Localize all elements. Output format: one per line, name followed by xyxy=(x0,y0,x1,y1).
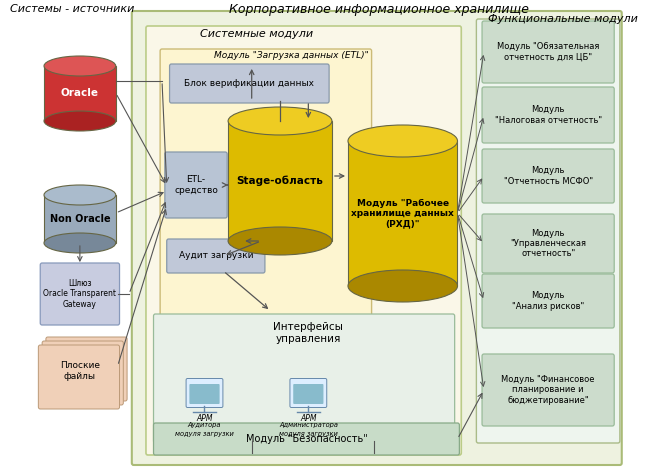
FancyBboxPatch shape xyxy=(160,49,372,318)
FancyBboxPatch shape xyxy=(46,337,127,401)
FancyBboxPatch shape xyxy=(40,263,120,325)
Text: Модуль "Безопасность": Модуль "Безопасность" xyxy=(246,434,367,444)
Polygon shape xyxy=(44,195,116,243)
Polygon shape xyxy=(228,121,332,241)
Text: Модуль "Обязательная
отчетность для ЦБ": Модуль "Обязательная отчетность для ЦБ" xyxy=(497,42,599,62)
FancyBboxPatch shape xyxy=(170,64,329,103)
FancyBboxPatch shape xyxy=(482,354,614,426)
FancyBboxPatch shape xyxy=(146,26,462,455)
Text: Модуль "Рабочее
хранилище данных
(РХД)": Модуль "Рабочее хранилище данных (РХД)" xyxy=(352,199,454,228)
Ellipse shape xyxy=(44,185,116,205)
FancyBboxPatch shape xyxy=(293,384,324,404)
Text: Интерфейсы
управления: Интерфейсы управления xyxy=(274,322,343,344)
Text: ETL-
средство: ETL- средство xyxy=(174,175,218,195)
Text: Модуль
"Отчетность МСФО": Модуль "Отчетность МСФО" xyxy=(504,166,593,186)
FancyBboxPatch shape xyxy=(132,11,622,465)
Text: Модуль
"Налоговая отчетность": Модуль "Налоговая отчетность" xyxy=(495,106,602,125)
Text: Плоские
файлы: Плоские файлы xyxy=(60,361,100,381)
FancyBboxPatch shape xyxy=(482,274,614,328)
Ellipse shape xyxy=(44,56,116,76)
Text: Системы - источники: Системы - источники xyxy=(10,4,135,14)
Text: Аудитора: Аудитора xyxy=(188,422,221,428)
FancyBboxPatch shape xyxy=(42,341,124,405)
Text: Non Oracle: Non Oracle xyxy=(49,214,110,224)
Text: модуля загрузки: модуля загрузки xyxy=(175,431,234,437)
Text: Модуль "Загрузка данных (ETL)": Модуль "Загрузка данных (ETL)" xyxy=(214,51,369,60)
Ellipse shape xyxy=(228,107,332,135)
Polygon shape xyxy=(44,66,116,121)
Text: Корпоративное информационное хранилище: Корпоративное информационное хранилище xyxy=(229,2,529,16)
Ellipse shape xyxy=(44,233,116,253)
Text: модуля загрузки: модуля загрузки xyxy=(279,431,338,437)
Text: Stage-область: Stage-область xyxy=(237,176,324,186)
Text: АРМ: АРМ xyxy=(300,414,317,423)
FancyBboxPatch shape xyxy=(153,314,454,443)
Text: Шлюз
Oracle Transparent
Gateway: Шлюз Oracle Transparent Gateway xyxy=(44,279,116,309)
Text: Системные модули: Системные модули xyxy=(200,29,313,39)
Text: АРМ: АРМ xyxy=(196,414,213,423)
FancyBboxPatch shape xyxy=(186,379,223,407)
FancyBboxPatch shape xyxy=(482,214,614,273)
FancyBboxPatch shape xyxy=(153,423,460,455)
FancyBboxPatch shape xyxy=(482,87,614,143)
FancyBboxPatch shape xyxy=(476,19,620,443)
FancyBboxPatch shape xyxy=(482,21,614,83)
FancyBboxPatch shape xyxy=(189,384,220,404)
Ellipse shape xyxy=(44,111,116,131)
Text: Модуль
"Управленческая
отчетность": Модуль "Управленческая отчетность" xyxy=(510,228,586,259)
FancyBboxPatch shape xyxy=(38,345,120,409)
FancyBboxPatch shape xyxy=(290,379,327,407)
Text: Функциональные модули: Функциональные модули xyxy=(488,14,638,24)
Ellipse shape xyxy=(228,227,332,255)
Text: Модуль "Финансовое
планирование и
бюджетирование": Модуль "Финансовое планирование и бюджет… xyxy=(501,375,595,405)
Text: Модуль
"Анализ рисков": Модуль "Анализ рисков" xyxy=(512,291,584,311)
FancyBboxPatch shape xyxy=(167,239,265,273)
FancyBboxPatch shape xyxy=(482,149,614,203)
Text: Администратора: Администратора xyxy=(279,422,338,428)
Ellipse shape xyxy=(348,270,458,302)
Ellipse shape xyxy=(348,125,458,157)
Polygon shape xyxy=(348,141,458,286)
Text: Блок верификации данных: Блок верификации данных xyxy=(185,79,315,88)
Text: Аудит загрузки: Аудит загрузки xyxy=(179,252,253,260)
FancyBboxPatch shape xyxy=(165,152,227,218)
Text: Oracle: Oracle xyxy=(61,89,99,98)
